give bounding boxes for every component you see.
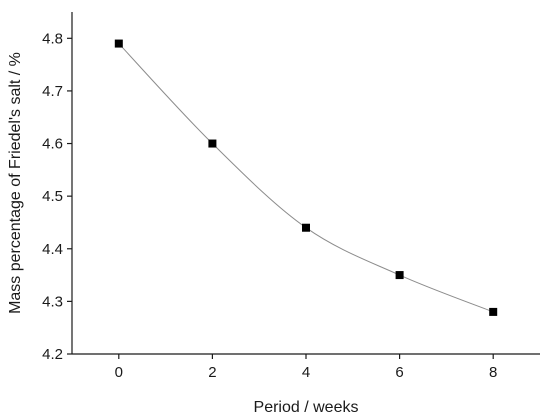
y-tick-label: 4.6: [42, 136, 63, 153]
y-tick-label: 4.2: [42, 346, 63, 363]
series-lines: [118, 43, 494, 313]
y-tick-label: 4.5: [42, 188, 63, 205]
data-point-marker: [395, 271, 404, 280]
data-point-marker: [208, 139, 217, 148]
x-ticks: 0 2 4 6 8: [115, 354, 497, 381]
y-ticks: 4.2 4.3 4.4 4.5 4.6 4.7 4.8: [42, 30, 72, 363]
y-tick-label: 4.8: [42, 30, 63, 47]
y-tick-label: 4.4: [42, 241, 63, 258]
x-tick-label: 0: [115, 364, 123, 381]
y-tick-label: 4.7: [42, 83, 63, 100]
x-tick-label: 4: [302, 364, 310, 381]
x-axis-title: Period / weeks: [254, 399, 359, 416]
x-tick-label: 2: [208, 364, 216, 381]
data-point-marker: [302, 223, 310, 232]
series-line: [118, 43, 494, 313]
x-tick-label: 8: [489, 364, 497, 381]
y-axis-title: Mass percentage of Friedel's salt / %: [7, 52, 24, 314]
y-tick-label: 4.3: [42, 293, 63, 310]
series-points: [114, 39, 498, 316]
data-point-marker: [114, 39, 123, 48]
data-point-marker: [489, 307, 498, 316]
x-tick-label: 6: [395, 364, 403, 381]
